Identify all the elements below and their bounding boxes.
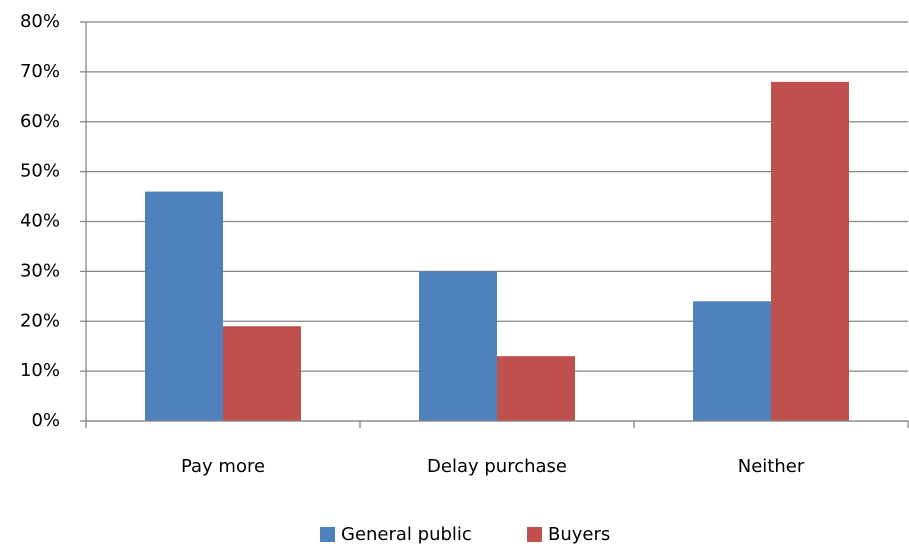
y-tick-label: 70% [20, 61, 60, 82]
legend-label: General public [341, 524, 472, 545]
x-tick-label: Neither [738, 456, 805, 477]
bar [145, 191, 223, 421]
y-tick-label: 60% [20, 111, 60, 132]
y-tick-label: 40% [20, 211, 60, 232]
y-tick-label: 80% [20, 11, 60, 32]
bar [223, 326, 301, 421]
y-tick-label: 30% [20, 260, 60, 281]
x-tick-label: Delay purchase [427, 456, 567, 477]
bar [419, 271, 497, 421]
legend-label: Buyers [548, 524, 610, 545]
legend-swatch [527, 527, 542, 542]
bar [693, 301, 771, 421]
bar [497, 356, 575, 421]
x-tick-label: Pay more [181, 456, 265, 477]
bar [771, 81, 849, 421]
legend-swatch [320, 527, 335, 542]
y-tick-label: 0% [31, 410, 60, 431]
y-tick-label: 50% [20, 161, 60, 182]
y-tick-label: 10% [20, 360, 60, 381]
y-tick-label: 20% [20, 310, 60, 331]
